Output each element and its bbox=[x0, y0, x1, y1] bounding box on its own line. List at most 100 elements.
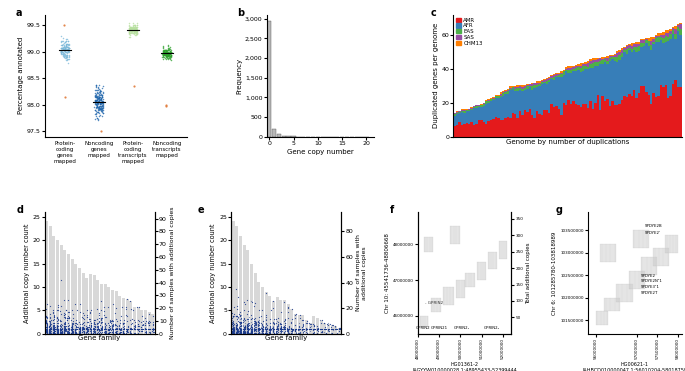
Bar bbox=[546, 81, 548, 85]
Point bbox=[272, 328, 283, 334]
Bar bbox=[56, 240, 59, 334]
Point bbox=[96, 98, 107, 104]
Point bbox=[235, 319, 246, 325]
Bar bbox=[502, 96, 504, 120]
Bar bbox=[664, 30, 667, 33]
Point bbox=[55, 45, 66, 51]
Point bbox=[239, 330, 250, 336]
Point bbox=[92, 325, 103, 331]
Point bbox=[96, 316, 107, 322]
Point bbox=[77, 314, 88, 320]
Bar bbox=[645, 43, 647, 92]
Point bbox=[44, 326, 55, 332]
Bar bbox=[570, 68, 573, 70]
Point bbox=[49, 324, 60, 330]
Point bbox=[316, 328, 327, 334]
Point bbox=[97, 96, 108, 102]
Point bbox=[90, 98, 101, 104]
Point bbox=[242, 329, 253, 335]
Point bbox=[82, 319, 93, 325]
Point bbox=[94, 92, 105, 98]
Point bbox=[227, 329, 238, 335]
Point bbox=[97, 93, 108, 99]
Point bbox=[246, 330, 257, 336]
Point bbox=[227, 319, 238, 325]
Point bbox=[64, 48, 75, 54]
Point bbox=[236, 320, 247, 326]
Point bbox=[128, 330, 139, 336]
Bar bbox=[647, 95, 650, 137]
Point bbox=[92, 84, 103, 90]
Bar bbox=[674, 29, 677, 34]
Point bbox=[232, 329, 243, 335]
Bar bbox=[529, 86, 531, 87]
Point bbox=[96, 320, 107, 326]
Point bbox=[162, 50, 173, 56]
Point bbox=[158, 50, 169, 56]
Point bbox=[227, 322, 238, 328]
Point bbox=[90, 99, 101, 105]
Bar bbox=[499, 97, 502, 121]
Point bbox=[79, 319, 90, 325]
Point bbox=[58, 47, 68, 53]
Bar bbox=[453, 116, 456, 126]
Point bbox=[42, 329, 53, 335]
Point bbox=[232, 331, 243, 336]
Point bbox=[94, 88, 105, 93]
Point bbox=[41, 317, 52, 323]
Point bbox=[235, 313, 246, 319]
Point bbox=[67, 320, 78, 326]
Point bbox=[276, 321, 287, 327]
Bar bbox=[267, 21, 271, 137]
Point bbox=[147, 325, 158, 331]
Bar bbox=[524, 88, 526, 90]
Point bbox=[66, 326, 77, 332]
Point bbox=[291, 329, 302, 335]
Point bbox=[128, 26, 139, 32]
Point bbox=[64, 45, 75, 51]
Point bbox=[161, 49, 172, 55]
Point bbox=[162, 52, 173, 58]
Point bbox=[232, 329, 243, 335]
Point bbox=[228, 331, 239, 336]
Point bbox=[253, 325, 264, 331]
Point bbox=[284, 325, 295, 331]
Point bbox=[161, 53, 172, 59]
Bar bbox=[524, 86, 526, 88]
Bar bbox=[473, 125, 475, 137]
Point bbox=[125, 298, 136, 304]
Point bbox=[164, 51, 175, 57]
Bar bbox=[460, 112, 463, 125]
Point bbox=[164, 53, 175, 59]
Point bbox=[112, 326, 123, 332]
Point bbox=[228, 328, 239, 334]
Point bbox=[82, 319, 92, 325]
Point bbox=[132, 29, 142, 35]
Point bbox=[84, 318, 95, 324]
Bar bbox=[246, 250, 249, 334]
Point bbox=[95, 327, 106, 333]
Point bbox=[108, 318, 119, 324]
Point bbox=[53, 304, 64, 310]
Bar bbox=[250, 264, 253, 334]
Point bbox=[330, 331, 341, 336]
Bar bbox=[516, 91, 519, 118]
Point bbox=[56, 329, 67, 335]
Point bbox=[49, 329, 60, 335]
Point bbox=[157, 44, 168, 50]
Point bbox=[256, 330, 267, 336]
Point bbox=[47, 329, 58, 335]
Point bbox=[231, 328, 242, 334]
Point bbox=[316, 317, 327, 323]
Polygon shape bbox=[464, 273, 475, 287]
Point bbox=[271, 328, 282, 334]
Point bbox=[58, 35, 68, 41]
Point bbox=[252, 323, 263, 329]
Point bbox=[40, 319, 51, 325]
Point bbox=[89, 330, 100, 336]
Bar bbox=[597, 66, 599, 95]
Bar bbox=[623, 52, 625, 96]
Point bbox=[245, 316, 256, 322]
Point bbox=[93, 328, 104, 334]
Point bbox=[107, 328, 118, 334]
